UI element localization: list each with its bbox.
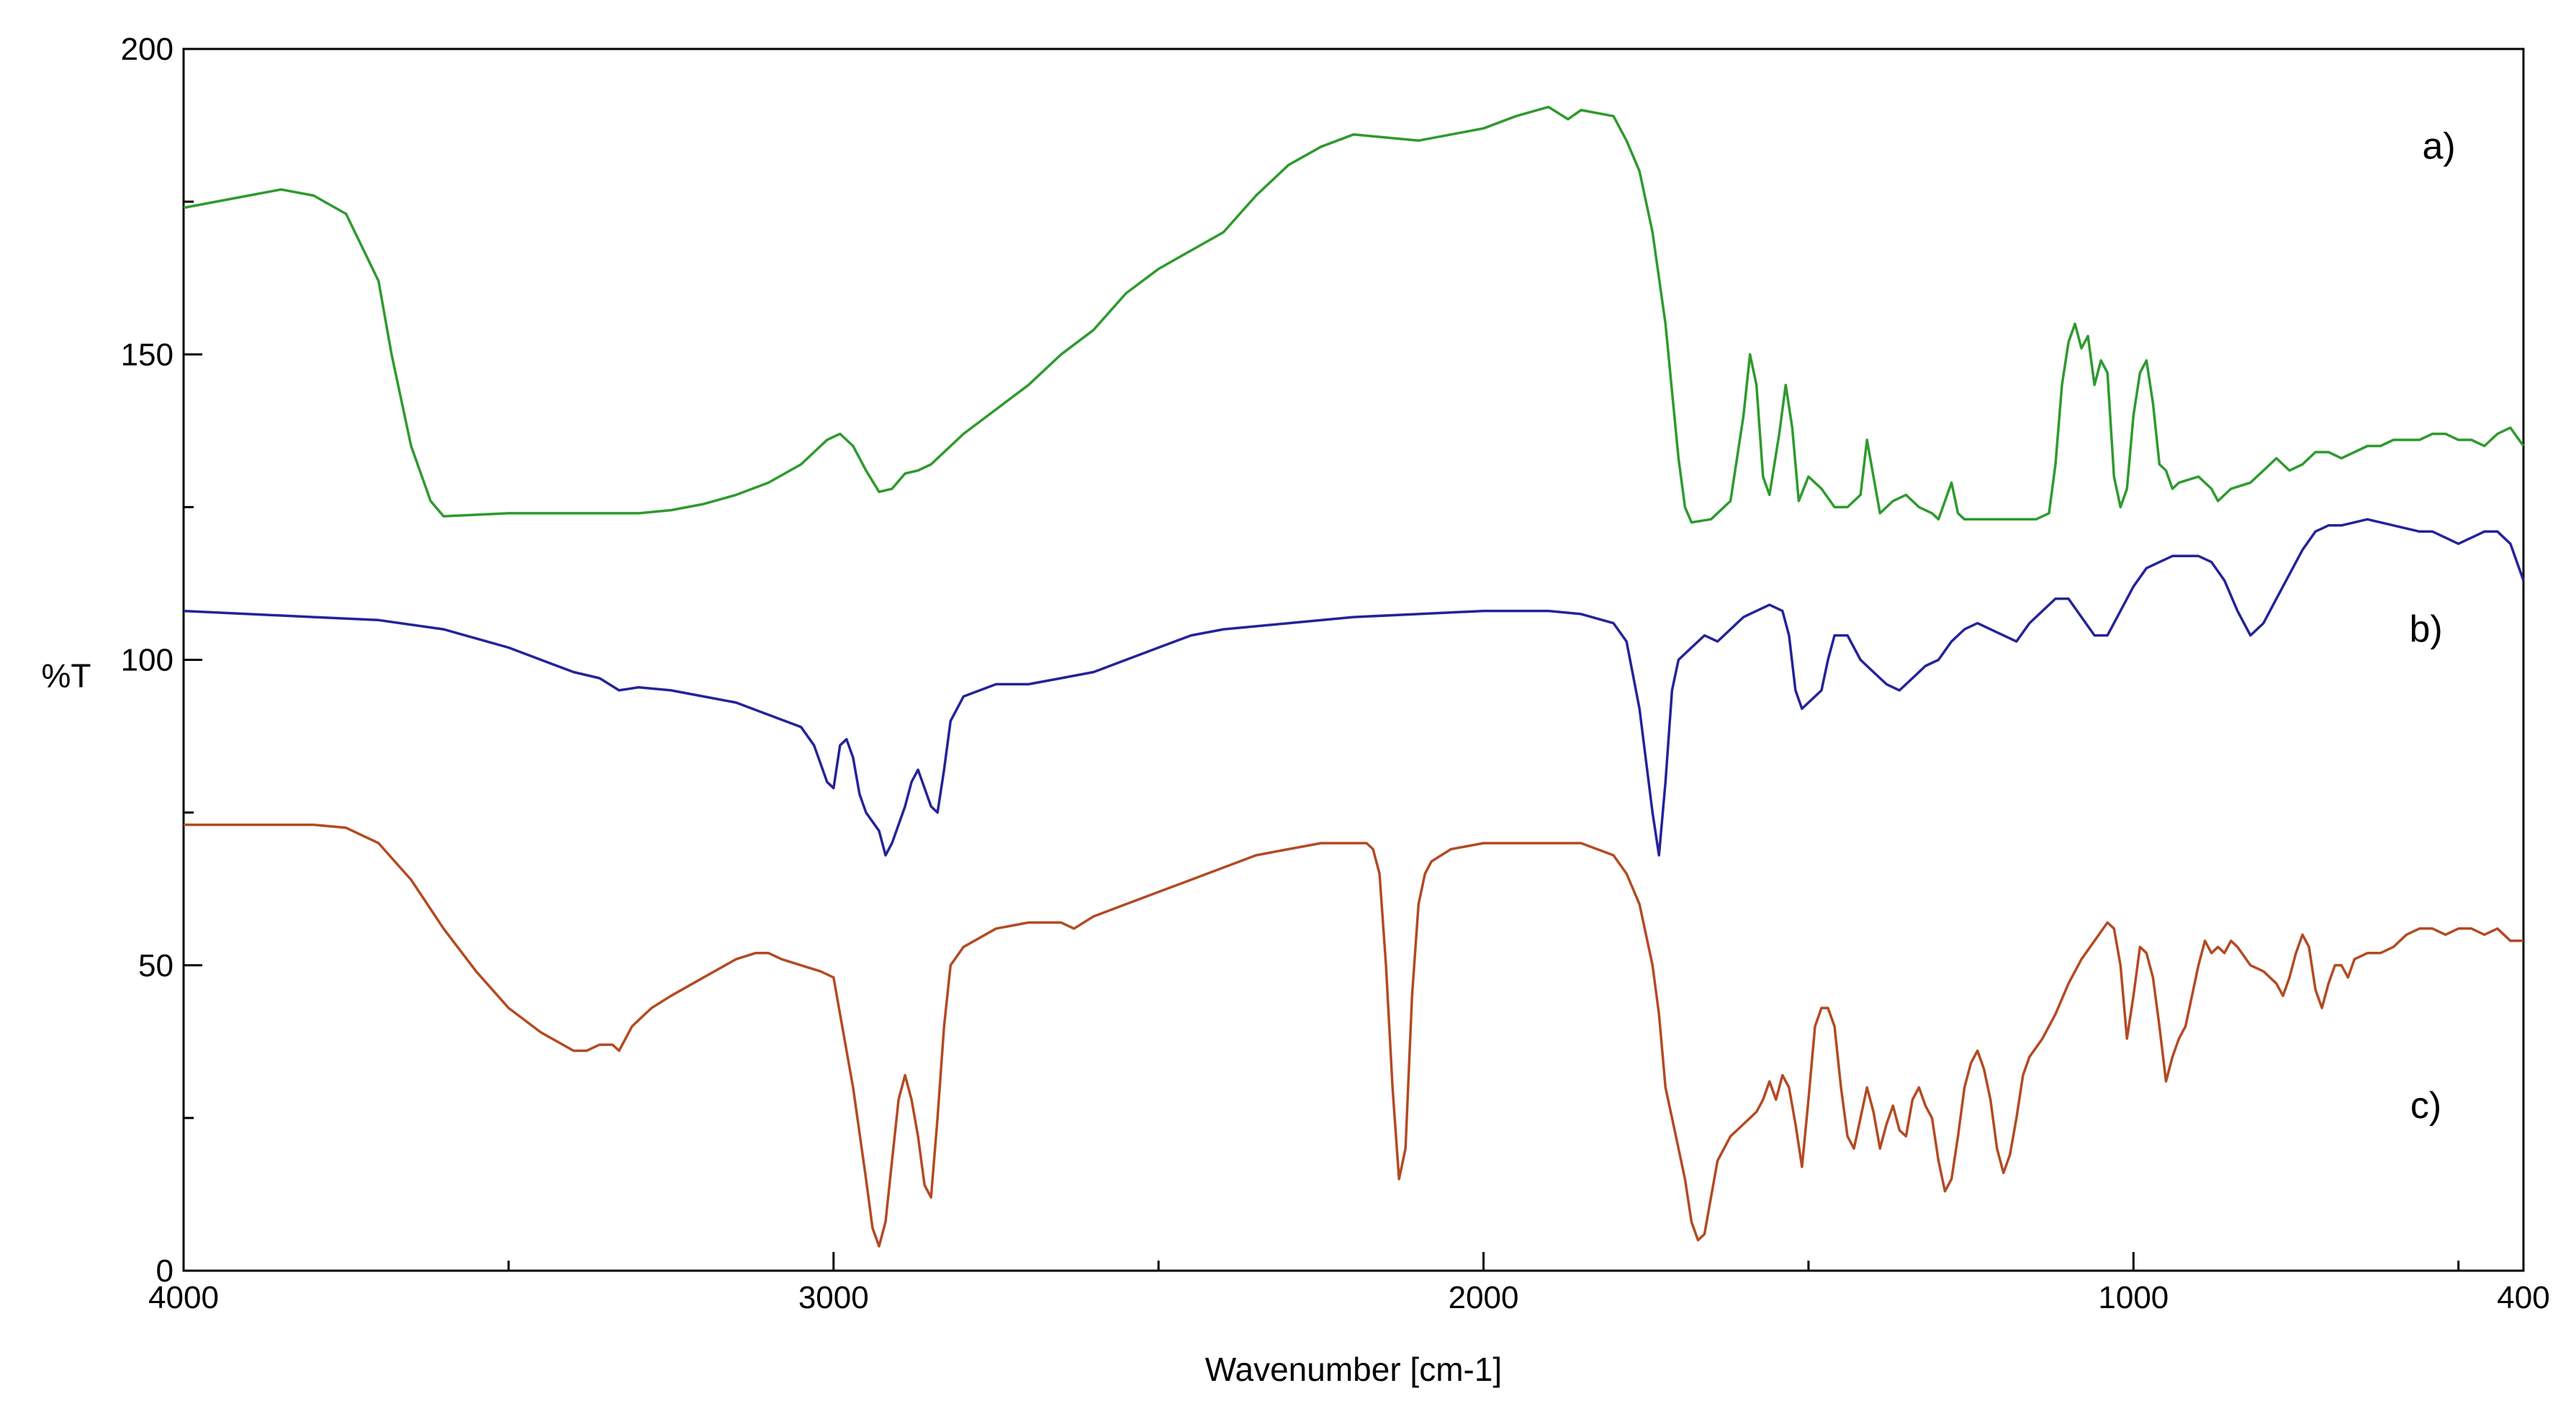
y-tick-label: 0 — [156, 1253, 174, 1289]
series-label-1: a) — [2423, 126, 2456, 168]
y-tick-label: 50 — [138, 948, 174, 983]
series-label-2: b) — [2409, 608, 2442, 650]
x-axis-title: Wavenumber [cm-1] — [1205, 1351, 1502, 1388]
series-line-2 — [183, 518, 2525, 857]
y-tick-label: 100 — [121, 643, 174, 678]
y-tick-label: 200 — [121, 32, 174, 67]
x-tick-label: 3000 — [798, 1280, 869, 1315]
x-tick-label: 4000 — [148, 1280, 219, 1315]
series-group — [183, 105, 2525, 1248]
series-line-1 — [183, 105, 2525, 524]
x-tick-label: 1000 — [2098, 1280, 2169, 1315]
y-axis-title: %T — [42, 657, 91, 695]
labels-group: a) b) c) — [2409, 126, 2455, 1127]
series-line-3 — [184, 823, 2523, 1248]
y-tick-label: 150 — [121, 337, 174, 372]
x-tick-label: 2000 — [1449, 1280, 1519, 1315]
x-tick-label: 400 — [2497, 1280, 2549, 1315]
series-label-3: c) — [2410, 1085, 2441, 1127]
